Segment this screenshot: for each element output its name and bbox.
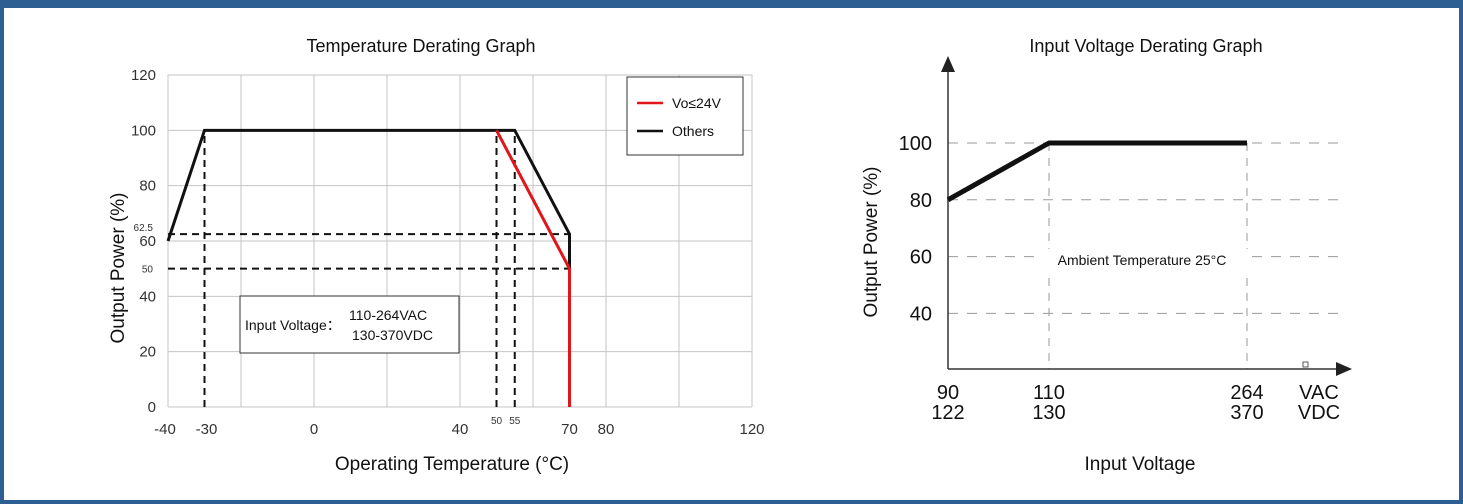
right-x-tick-label-top: 90 — [937, 382, 959, 404]
left-x-tick-label: 120 — [739, 421, 764, 438]
legend-label-vo24v: Vo≤24V — [672, 95, 722, 111]
left-gridlines — [167, 74, 753, 408]
right-x-tick-label-bottom: 130 — [1032, 402, 1065, 424]
right-x-axis-label: Input Voltage — [1085, 454, 1196, 475]
right-y-tick-label: 60 — [910, 247, 932, 269]
left-y-tick-label: 0 — [148, 399, 156, 416]
left-x-tick-label: 80 — [598, 421, 615, 438]
left-y-tick-label: 120 — [131, 67, 156, 84]
right-chart-title: Input Voltage Derating Graph — [1029, 36, 1262, 56]
left-chart-title: Temperature Derating Graph — [306, 36, 535, 56]
series-line-input-voltage — [946, 140, 1247, 202]
right-y-tick-label: 100 — [899, 133, 932, 155]
right-x-tick-label-bottom: VDC — [1298, 402, 1340, 424]
ambient-temperature-annotation: Ambient Temperature 25°C — [1058, 252, 1227, 268]
annotation-label: Input Voltage： — [245, 317, 341, 333]
left-y-tick-label: 40 — [139, 288, 156, 305]
legend-box — [626, 76, 744, 156]
input-voltage-annotation: Input Voltage： 110-264VAC 130-370VDC — [239, 295, 460, 354]
right-series — [946, 140, 1247, 202]
left-y-extra-tick-label: 50 — [142, 265, 154, 276]
annotation-line-2: 130-370VDC — [352, 327, 433, 343]
left-x-extra-tick-label: -30 — [196, 421, 218, 438]
right-y-axis-label: Output Power (%) — [861, 167, 882, 318]
right-y-tick-label: 80 — [910, 190, 932, 212]
left-x-extra-tick-label: 55 — [509, 416, 521, 427]
annotation-line-1: 110-264VAC — [349, 307, 427, 323]
x-axis-small-marker — [1302, 361, 1309, 368]
left-x-extra-tick-label: 50 — [491, 416, 503, 427]
left-x-tick-label: -40 — [154, 421, 176, 438]
right-y-tick-labels: 40 60 80 100 — [899, 133, 932, 325]
left-y-axis-label: Output Power (%) — [108, 193, 129, 344]
left-y-tick-label: 80 — [139, 178, 156, 195]
right-x-tick-label-top: 264 — [1230, 382, 1263, 404]
input-voltage-derating-chart: Input Voltage Derating Graph 40 60 80 100 9… — [861, 36, 1352, 475]
right-axes — [941, 56, 1352, 376]
right-x-tick-label-bottom: 122 — [931, 402, 964, 424]
right-gridlines — [948, 142, 1340, 369]
left-y-tick-labels: 0 20 40 60 80 100 120 62.5 50 — [131, 67, 156, 416]
left-legend: Vo≤24V Others — [626, 76, 744, 156]
left-x-axis-label: Operating Temperature (°C) — [335, 454, 569, 475]
left-x-tick-label: 0 — [310, 421, 318, 438]
right-x-tick-label-top: 110 — [1033, 382, 1065, 404]
left-x-tick-labels: -40 0 40 80 120 -30 50 55 70 — [154, 416, 764, 438]
left-x-extra-tick-label: 70 — [561, 421, 578, 438]
left-reference-lines — [168, 130, 570, 407]
series-line-vo24v — [495, 129, 571, 407]
left-x-tick-label: 40 — [452, 421, 469, 438]
right-x-axis-arrow — [1336, 362, 1352, 376]
annotation-box — [239, 295, 460, 354]
right-y-axis-arrow — [941, 56, 955, 72]
left-y-tick-label: 100 — [131, 122, 156, 139]
right-x-tick-label-top: VAC — [1299, 382, 1339, 404]
right-x-tick-label-bottom: 370 — [1230, 402, 1263, 424]
left-y-tick-label: 20 — [139, 344, 156, 361]
left-y-tick-label: 60 — [139, 233, 156, 250]
annotation-background — [1034, 249, 1250, 271]
temperature-derating-chart: Temperature Derating Graph 0 20 40 60 80 100 1… — [108, 36, 765, 475]
legend-label-others: Others — [672, 123, 714, 139]
right-y-tick-label: 40 — [910, 303, 932, 325]
left-y-extra-tick-label: 62.5 — [134, 223, 154, 234]
left-series — [166, 128, 571, 407]
